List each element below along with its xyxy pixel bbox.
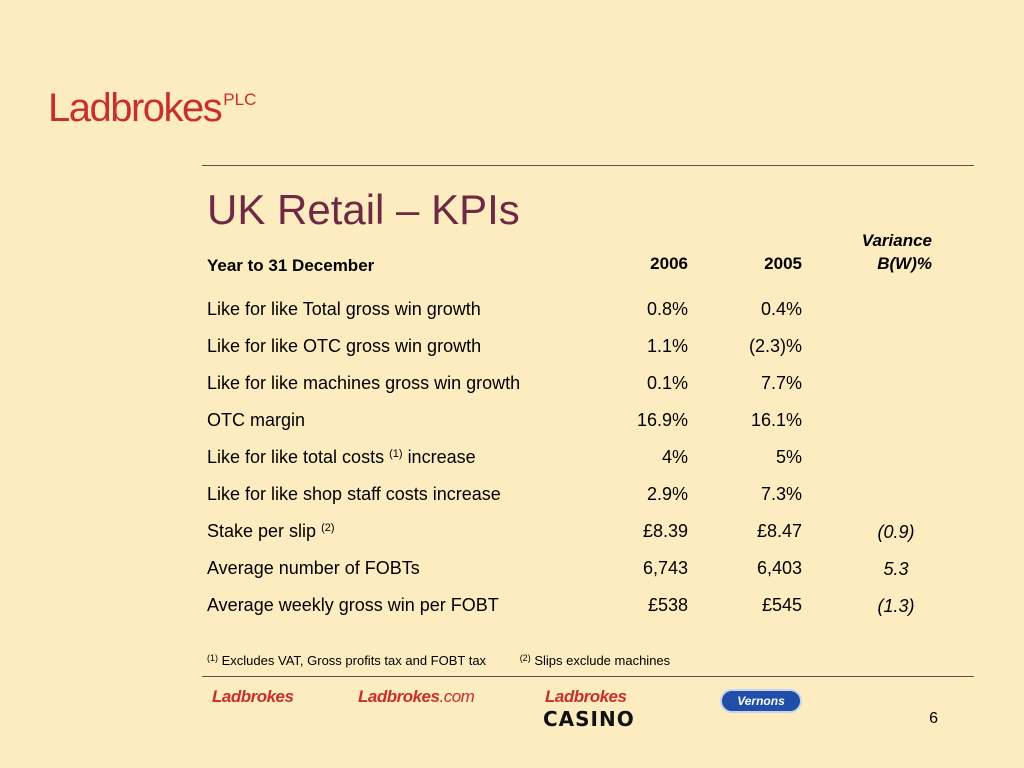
value-2005: 16.1% xyxy=(750,410,802,430)
ladbrokes-com-suffix: .com xyxy=(439,687,475,706)
value-variance: (1.3) xyxy=(877,596,915,616)
footnote-1-marker: (1) xyxy=(207,653,218,663)
value-variance: 5.3 xyxy=(883,559,909,579)
value-2005: 5% xyxy=(775,447,802,467)
table-row: Like for like total costs (1) increase 4… xyxy=(0,447,1024,484)
value-2006: 6,743 xyxy=(642,558,688,578)
slide-title: UK Retail – KPIs xyxy=(207,186,520,233)
table-row: Average weekly gross win per FOBT £538 £… xyxy=(0,595,1024,632)
row-label-suffix: increase xyxy=(407,447,476,467)
value-2006: £538 xyxy=(647,595,688,615)
top-divider xyxy=(202,165,974,166)
value-2005: 0.4% xyxy=(760,299,802,319)
value-2006: 16.9% xyxy=(636,410,688,430)
value-2006: 0.8% xyxy=(646,299,688,319)
value-2006: 1.1% xyxy=(646,336,688,356)
variance-header-line1: Variance xyxy=(861,231,932,250)
row-label: Like for like total costs (1) increase xyxy=(207,447,476,468)
footnote-marker: (2) xyxy=(321,522,335,534)
row-label-text: Like for like total costs xyxy=(207,447,385,467)
value-variance: (0.9) xyxy=(877,522,915,542)
ladbrokes-plc-logo: Ladbrokes PLC xyxy=(48,86,256,131)
page-number: 6 xyxy=(929,710,938,727)
column-header-label: Year to 31 December xyxy=(207,256,375,275)
ladbrokes-casino-logo-top: Ladbrokes xyxy=(545,687,627,706)
logo-text: Ladbrokes xyxy=(48,86,223,130)
value-2005: (2.3)% xyxy=(748,336,802,356)
column-header-2005: 2005 xyxy=(764,254,802,273)
table-row: OTC margin 16.9% 16.1% xyxy=(0,410,1024,447)
value-2006: 4% xyxy=(661,447,688,467)
bottom-divider xyxy=(202,676,974,677)
table-row: Like for like Total gross win growth 0.8… xyxy=(0,299,1024,336)
row-label: Stake per slip (2) xyxy=(207,521,335,542)
value-2005: £8.47 xyxy=(756,521,802,541)
value-2005: 7.3% xyxy=(760,484,802,504)
row-label: Average weekly gross win per FOBT xyxy=(207,595,499,615)
value-2005: 7.7% xyxy=(760,373,802,393)
footnotes: (1) Excludes VAT, Gross profits tax and … xyxy=(207,653,670,668)
row-label: Like for like Total gross win growth xyxy=(207,299,481,319)
value-2006: 0.1% xyxy=(646,373,688,393)
logo-plc: PLC xyxy=(223,90,257,109)
footnote-2: (2) Slips exclude machines xyxy=(520,653,670,668)
ladbrokes-com-logo: Ladbrokes.com xyxy=(358,687,475,707)
value-2005: £545 xyxy=(761,595,802,615)
row-label: Like for like shop staff costs increase xyxy=(207,484,501,504)
footnote-2-marker: (2) xyxy=(519,653,531,663)
row-label-text: Stake per slip xyxy=(207,521,317,541)
table-row: Average number of FOBTs 6,743 6,403 5.3 xyxy=(0,558,1024,595)
table-row: Like for like OTC gross win growth 1.1% … xyxy=(0,336,1024,373)
row-label: Like for like OTC gross win growth xyxy=(207,336,482,356)
column-header-variance: Variance B(W)% xyxy=(800,229,932,275)
row-label: Like for like machines gross win growth xyxy=(207,373,521,393)
column-header-2006: 2006 xyxy=(650,254,688,273)
value-2006: £8.39 xyxy=(642,521,688,541)
footnote-marker: (1) xyxy=(389,448,403,460)
table-row: Like for like machines gross win growth … xyxy=(0,373,1024,410)
table-row: Stake per slip (2) £8.39 £8.47 (0.9) xyxy=(0,521,1024,558)
value-2005: 6,403 xyxy=(756,558,802,578)
variance-header-line2: B(W)% xyxy=(877,254,932,273)
value-2006: 2.9% xyxy=(646,484,688,504)
table-row: Like for like shop staff costs increase … xyxy=(0,484,1024,521)
footnote-1-text: Excludes VAT, Gross profits tax and FOBT… xyxy=(221,653,487,668)
ladbrokes-brand-logo: Ladbrokes xyxy=(212,687,294,706)
footnote-1: (1) Excludes VAT, Gross profits tax and … xyxy=(207,653,486,668)
row-label: OTC margin xyxy=(207,410,306,430)
ladbrokes-com-main: Ladbrokes xyxy=(358,687,440,706)
row-label: Average number of FOBTs xyxy=(207,558,420,578)
casino-wordmark: CASINO xyxy=(543,707,635,731)
vernons-logo: Vernons xyxy=(720,689,802,713)
footnote-2-text: Slips exclude machines xyxy=(534,653,671,668)
